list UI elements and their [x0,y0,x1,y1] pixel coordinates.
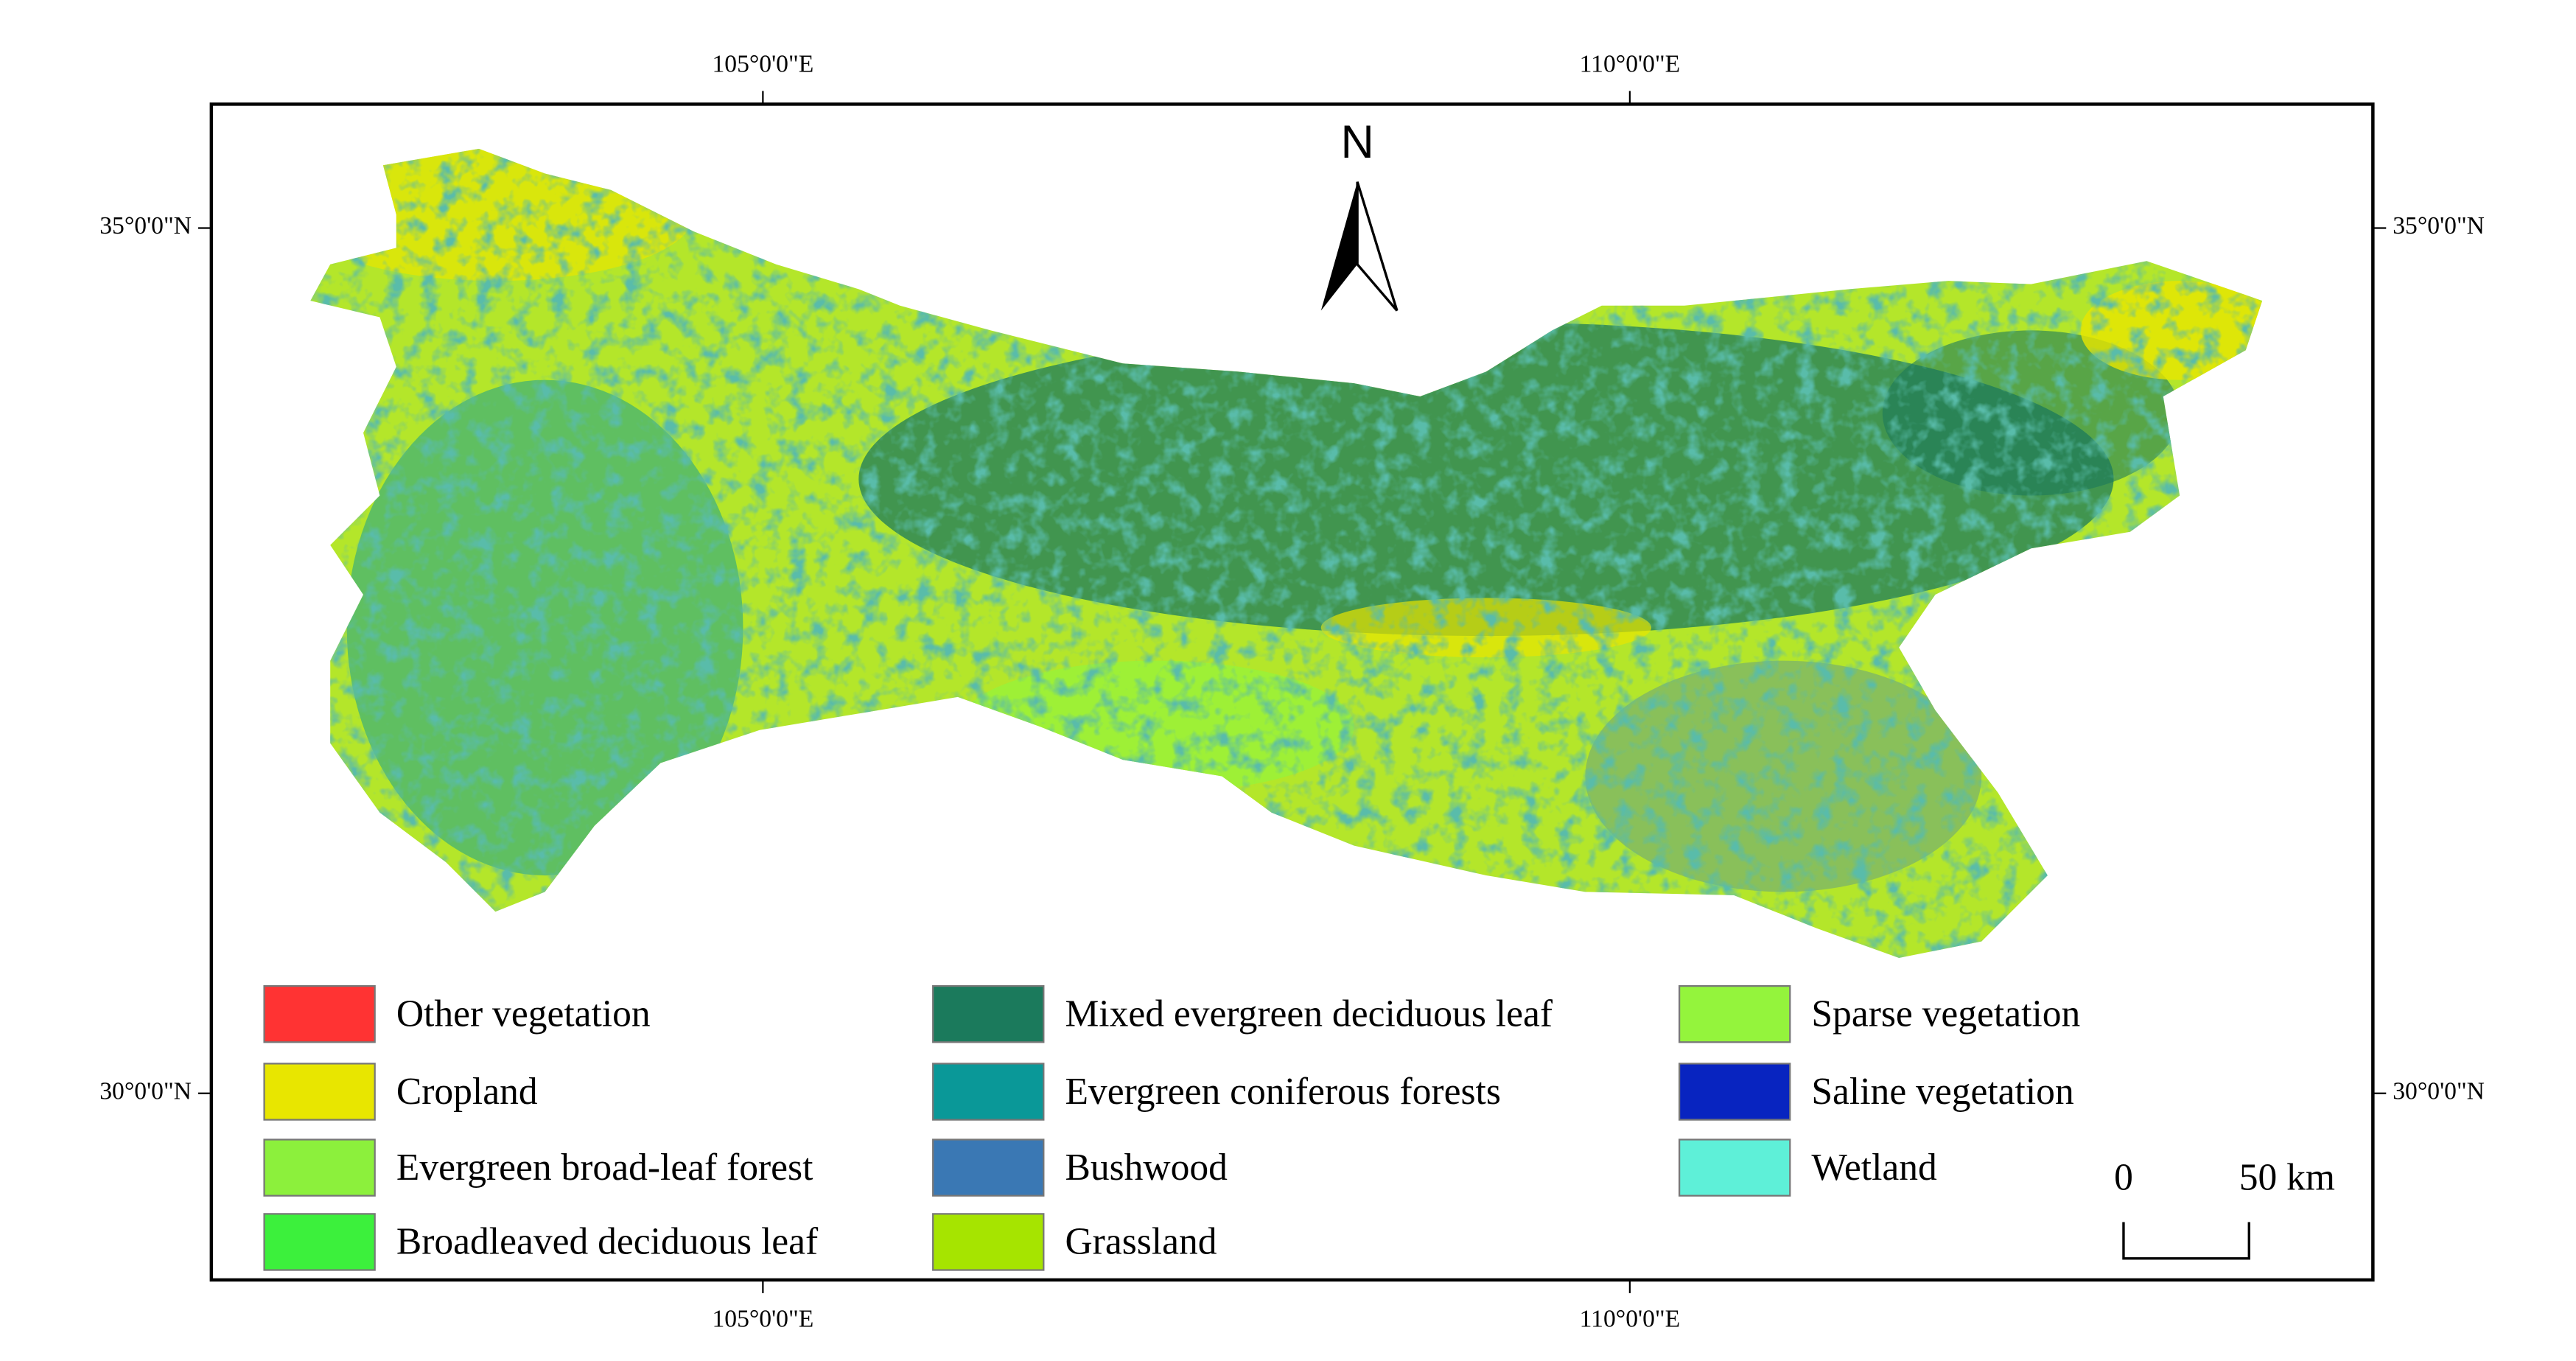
scale-end: 50 km [2239,1156,2335,1198]
latitude-label: 35°0'0"N [99,212,192,239]
legend-label: Evergreen broad-leaf forest [396,1147,813,1189]
scale-start: 0 [2114,1156,2133,1198]
legend-label: Broadleaved deciduous leaf [396,1221,819,1263]
legend-swatch [932,1213,1045,1271]
legend-label: Sparse vegetation [1811,993,2080,1035]
legend-label: Wetland [1811,1147,1937,1189]
legend-label: Mixed evergreen deciduous leaf [1065,993,1553,1035]
legend-swatch [263,984,376,1043]
legend-label: Cropland [396,1071,538,1113]
longitude-label: 105°0'0"E [712,1306,813,1333]
legend-label: Other vegetation [396,993,651,1035]
legend-label: Bushwood [1065,1147,1228,1189]
legend-swatch [1679,984,1791,1043]
latitude-label: 35°0'0"N [2393,212,2485,239]
legend-swatch [263,1063,376,1121]
legend-label: Evergreen coniferous forests [1065,1071,1500,1113]
latitude-label: 30°0'0"N [99,1077,192,1105]
longitude-label: 110°0'0"E [1580,1306,1681,1333]
north-arrow [1320,181,1399,312]
longitude-label: 105°0'0"E [712,51,813,78]
legend-swatch [1679,1138,1791,1197]
north-label: N [1340,116,1373,168]
vegetation-map [310,148,2263,958]
legend-swatch [932,1063,1045,1121]
map-frame [209,102,2375,1282]
longitude-label: 110°0'0"E [1580,51,1681,78]
legend-swatch [263,1213,376,1271]
legend-swatch [1679,1063,1791,1121]
legend-swatch [932,1138,1045,1197]
latitude-label: 30°0'0"N [2393,1077,2485,1105]
legend-swatch [263,1138,376,1197]
legend-swatch [932,984,1045,1043]
scale-bar [2122,1222,2250,1260]
legend-label: Grassland [1065,1221,1217,1263]
legend-label: Saline vegetation [1811,1071,2073,1113]
